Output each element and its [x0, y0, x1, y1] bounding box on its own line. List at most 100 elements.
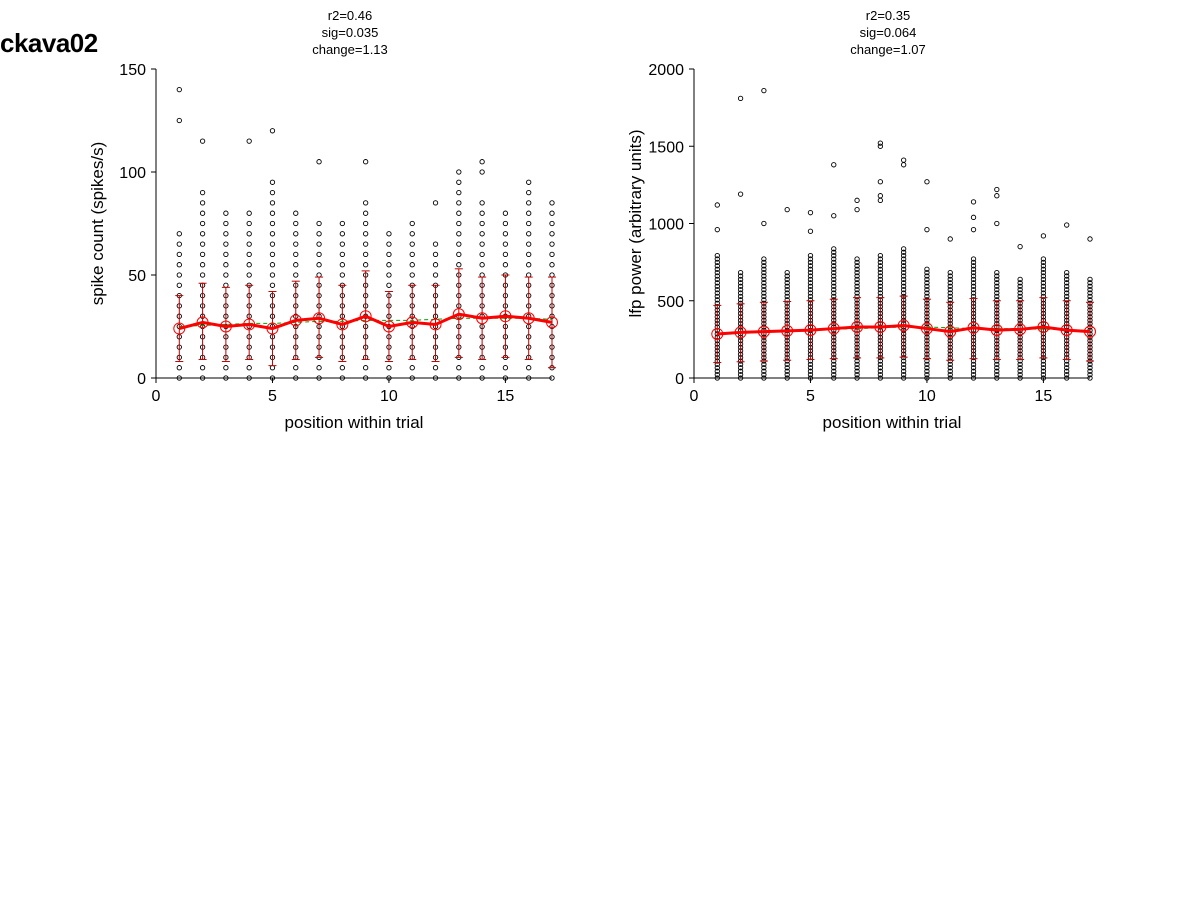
- mean-marker: [1084, 325, 1096, 338]
- data-point: [761, 87, 767, 94]
- data-point: [293, 210, 299, 216]
- data-point: [854, 290, 860, 296]
- data-point: [526, 220, 532, 227]
- data-point: [807, 266, 814, 272]
- data-point: [737, 283, 744, 289]
- data-point: [761, 283, 767, 289]
- data-point: [854, 206, 860, 213]
- data-point: [807, 280, 814, 286]
- data-point: [526, 251, 532, 258]
- data-point: [456, 169, 462, 175]
- data-point: [807, 368, 814, 374]
- data-point: [456, 365, 462, 371]
- data-point: [1017, 286, 1023, 293]
- data-point: [456, 231, 462, 237]
- data-point: [526, 375, 532, 381]
- data-point: [737, 375, 744, 381]
- data-point: [737, 368, 744, 374]
- y-tick-label: 2000: [648, 62, 684, 79]
- mean-marker: [804, 324, 817, 337]
- data-point: [900, 365, 907, 371]
- data-point: [339, 272, 346, 278]
- data-point: [526, 365, 532, 371]
- chart-left: r2=0.46 sig=0.035 change=1.13 0 5 10 15 0 50 1…: [0, 0, 600, 450]
- data-point: [947, 276, 953, 283]
- data-point: [223, 365, 229, 371]
- data-point: [877, 365, 884, 371]
- data-point: [269, 128, 276, 134]
- data-point: [1087, 365, 1093, 371]
- data-point: [714, 202, 720, 208]
- data-point: [316, 251, 322, 258]
- data-point: [269, 375, 276, 381]
- data-point: [246, 220, 252, 227]
- data-point: [549, 262, 555, 268]
- data-point: [456, 200, 462, 206]
- data-point: [223, 272, 229, 278]
- data-point: [1040, 259, 1047, 266]
- data-point: [970, 371, 977, 378]
- data-point: [877, 193, 884, 199]
- data-point: [970, 259, 977, 266]
- data-point: [502, 262, 509, 268]
- data-point: [339, 375, 346, 381]
- data-point: [386, 231, 392, 237]
- data-point: [1064, 273, 1070, 279]
- data-point: [854, 259, 860, 266]
- data-point: [877, 276, 884, 283]
- data-point: [502, 365, 509, 371]
- stat-r2: r2=0.35: [865, 8, 911, 23]
- data-point: [1017, 375, 1023, 381]
- data-point: [784, 365, 790, 371]
- data-point: [924, 361, 930, 368]
- data-point: [1017, 244, 1023, 250]
- data-point: [994, 293, 1000, 300]
- data-point: [761, 375, 767, 381]
- data-point: [994, 368, 1000, 374]
- data-point: [784, 290, 790, 296]
- data-point: [784, 269, 790, 276]
- data-point: [854, 263, 860, 269]
- data-point: [831, 162, 837, 168]
- data-point: [924, 280, 930, 286]
- data-point: [970, 199, 977, 205]
- data-point: [831, 290, 837, 296]
- data-point: [176, 272, 182, 278]
- data-point: [900, 283, 907, 289]
- mean-marker: [196, 316, 209, 329]
- data-point: [831, 213, 837, 219]
- data-point: [807, 273, 814, 279]
- data-point: [807, 283, 814, 289]
- data-point: [807, 259, 814, 266]
- data-point: [246, 231, 252, 237]
- data-point: [831, 263, 837, 269]
- data-point: [994, 375, 1000, 381]
- data-point: [1040, 371, 1047, 378]
- data-point: [714, 280, 720, 286]
- data-point: [502, 251, 509, 258]
- data-point: [714, 368, 720, 374]
- data-point: [176, 231, 182, 237]
- data-point: [831, 365, 837, 371]
- data-point: [479, 375, 485, 381]
- x-tick-label: 5: [806, 388, 815, 405]
- data-point: [176, 262, 182, 268]
- data-point: [526, 210, 532, 216]
- data-point: [386, 262, 392, 268]
- data-point: [877, 286, 884, 293]
- data-point: [456, 210, 462, 216]
- data-point: [877, 259, 884, 266]
- data-point: [1087, 280, 1093, 286]
- data-point: [223, 262, 229, 268]
- data-point: [994, 280, 1000, 286]
- data-point: [362, 159, 369, 165]
- data-point: [947, 375, 953, 381]
- data-point: [761, 269, 767, 276]
- data-point: [784, 286, 790, 293]
- mean-marker: [781, 324, 794, 337]
- data-point: [1087, 293, 1093, 300]
- data-point: [737, 191, 744, 197]
- data-point: [970, 375, 977, 381]
- data-point: [761, 286, 767, 293]
- data-point: [970, 361, 977, 368]
